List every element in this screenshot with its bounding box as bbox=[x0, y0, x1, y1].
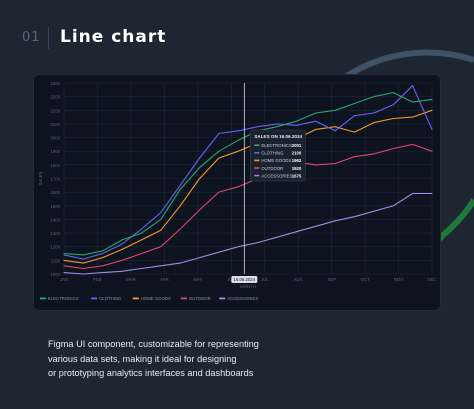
x-tick-label: JUL bbox=[261, 277, 269, 282]
tooltip-series-value: 2100 bbox=[292, 151, 302, 156]
series-line bbox=[63, 85, 433, 260]
chart-card: 1000 1100 1200 1300 1400 1500 1600 1700 1800 1900… bbox=[34, 75, 440, 310]
legend-swatch bbox=[132, 297, 139, 300]
tooltip-series-value: 1675 bbox=[292, 173, 302, 178]
y-tick-label: 1600 bbox=[50, 190, 60, 195]
x-tick-label: JAN bbox=[60, 277, 68, 282]
tooltip-series-value: 2001 bbox=[292, 143, 302, 148]
tooltip-swatch bbox=[254, 144, 260, 146]
tooltip-swatch bbox=[254, 152, 260, 154]
header-divider bbox=[48, 27, 49, 49]
tooltip-series-name: CLOTHING bbox=[261, 151, 284, 156]
description-line: various data sets, making it ideal for d… bbox=[48, 353, 237, 364]
tooltip-swatch bbox=[254, 174, 260, 177]
description-line: Figma UI component, customizable for rep… bbox=[48, 339, 259, 349]
y-tick-label: 2300 bbox=[50, 95, 60, 100]
y-tick-label: 1100 bbox=[51, 258, 61, 263]
y-axis-label: SALES bbox=[38, 171, 43, 185]
x-tick-label: MAR bbox=[126, 277, 136, 282]
y-tick-label: 2200 bbox=[50, 108, 60, 113]
x-tick-label: SEP bbox=[327, 277, 336, 282]
tooltip-series-value: 1962 bbox=[292, 158, 302, 163]
x-tick-label: DEC bbox=[427, 277, 436, 282]
y-tick-label: 1300 bbox=[50, 231, 60, 236]
y-tick-label: 1000 bbox=[50, 272, 60, 277]
series-line bbox=[63, 192, 433, 275]
x-tick-label: APR bbox=[160, 277, 169, 282]
tooltip-swatch bbox=[254, 159, 260, 162]
y-tick-label: 1800 bbox=[50, 163, 60, 168]
tooltip-series-name: HOME GOODS bbox=[261, 158, 291, 163]
y-tick-label: 1900 bbox=[50, 149, 60, 154]
tooltip-series-name: ELECTRONICS bbox=[261, 143, 292, 148]
hover-date-label: 16.06.2024 bbox=[234, 277, 256, 282]
legend-label: CLOTHING bbox=[99, 296, 122, 301]
series-line bbox=[63, 143, 433, 270]
legend-swatch bbox=[219, 297, 226, 300]
x-tick-label: NOV bbox=[394, 277, 403, 282]
line-chart: 1000 1100 1200 1300 1400 1500 1600 1700 1800 1900… bbox=[38, 81, 437, 301]
legend-label: ELECTRONICS bbox=[48, 296, 79, 301]
legend-swatch bbox=[40, 297, 46, 300]
tooltip-series-value: 1920 bbox=[292, 166, 302, 171]
page-title: Line chart bbox=[60, 27, 167, 47]
y-tick-label: 1500 bbox=[50, 204, 60, 209]
x-tick-label: JUN bbox=[227, 277, 235, 282]
series-line bbox=[63, 92, 433, 256]
x-tick-label: FEB bbox=[93, 277, 101, 282]
y-tick-label: 1200 bbox=[50, 245, 60, 250]
x-tick-label: MAY bbox=[193, 277, 202, 282]
tooltip-box bbox=[250, 129, 306, 182]
tooltip-series-name: ACCESSORIES bbox=[261, 173, 292, 178]
description: Figma UI component, customizable for rep… bbox=[48, 337, 378, 381]
series-line bbox=[63, 109, 433, 264]
y-tick-label: 2100 bbox=[50, 122, 60, 127]
section-number: 01 bbox=[22, 30, 41, 45]
y-tick-label: 2400 bbox=[50, 81, 60, 86]
legend-swatch bbox=[91, 297, 98, 300]
x-tick-label: OCT bbox=[361, 277, 370, 282]
y-tick-label: 1700 bbox=[50, 177, 60, 182]
legend-label: OUTDOOR bbox=[189, 296, 211, 301]
legend-label: HOME GOODS bbox=[141, 296, 171, 301]
description-line: or prototyping analytics interfaces and … bbox=[48, 368, 254, 378]
tooltip-swatch bbox=[254, 167, 260, 169]
y-tick-label: 1400 bbox=[50, 217, 60, 222]
x-axis-label: MONTH bbox=[240, 284, 256, 289]
legend-label: ACCESSORIES bbox=[227, 296, 258, 301]
x-tick-label: AUG bbox=[294, 277, 304, 282]
legend-swatch bbox=[180, 297, 187, 300]
tooltip-title: SALES ON 16.06.2024 bbox=[254, 134, 302, 139]
hover-date-badge bbox=[231, 276, 258, 283]
y-tick-label: 2000 bbox=[50, 136, 60, 141]
tooltip-series-name: OUTDOOR bbox=[261, 166, 283, 171]
